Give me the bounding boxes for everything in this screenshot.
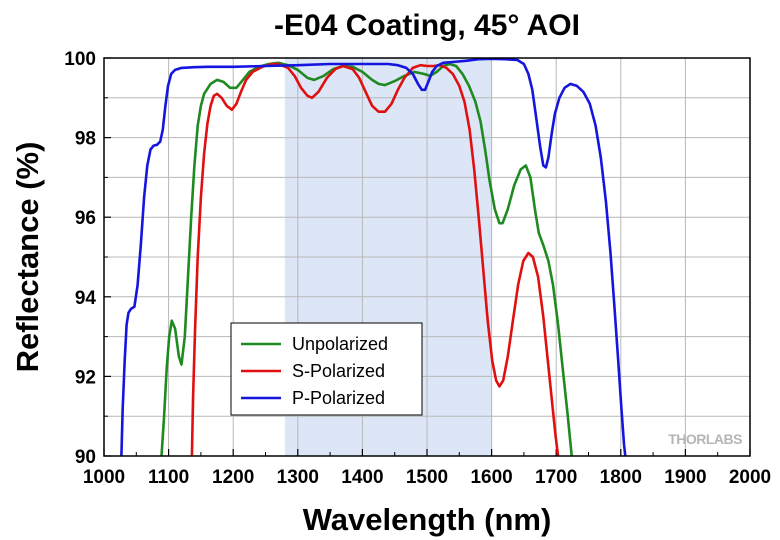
series-lines bbox=[120, 58, 627, 456]
x-tick-label: 1400 bbox=[341, 467, 383, 488]
x-tick-label: 1200 bbox=[212, 467, 254, 488]
x-tick-label: 1700 bbox=[535, 467, 577, 488]
legend: Unpolarized S-Polarized P-Polarized bbox=[230, 322, 423, 416]
x-tick-label: 1600 bbox=[470, 467, 512, 488]
plot-frame bbox=[103, 57, 751, 457]
thorlabs-watermark: THORLABS bbox=[668, 431, 742, 447]
x-tick-label: 1900 bbox=[664, 467, 706, 488]
x-tick-label: 1100 bbox=[148, 467, 189, 488]
legend-label: P-Polarized bbox=[292, 388, 385, 408]
x-tick-labels: 1000 1100 1200 1300 1400 1500 1600 1700 1800 1900… bbox=[83, 467, 771, 488]
legend-box bbox=[230, 322, 423, 416]
x-tick-label: 1300 bbox=[277, 467, 319, 488]
x-tick-label: 1500 bbox=[406, 467, 448, 488]
x-tick-label: 1000 bbox=[83, 467, 125, 488]
y-tick-labels: 90 92 94 96 98 100 bbox=[64, 49, 96, 468]
y-tick-label: 96 bbox=[75, 208, 96, 229]
y-tick-label: 98 bbox=[75, 129, 96, 150]
x-tick-label: 2000 bbox=[729, 467, 771, 488]
series-line-s-polarized bbox=[190, 62, 560, 456]
series-line-p-polarized bbox=[120, 58, 627, 456]
y-tick-label: 92 bbox=[75, 367, 96, 388]
x-tick-label: 1800 bbox=[600, 467, 642, 488]
legend-label: S-Polarized bbox=[292, 361, 385, 381]
chart-title: -E04 Coating, 45° AOI bbox=[274, 9, 580, 42]
y-axis-label: Reflectance (%) bbox=[10, 142, 45, 373]
y-tick-label: 100 bbox=[64, 49, 96, 70]
legend-label: Unpolarized bbox=[292, 334, 388, 354]
y-tick-label: 90 bbox=[75, 447, 96, 468]
series-line-unpolarized bbox=[160, 61, 573, 456]
x-axis-label: Wavelength (nm) bbox=[303, 502, 552, 537]
y-tick-label: 94 bbox=[75, 288, 97, 309]
